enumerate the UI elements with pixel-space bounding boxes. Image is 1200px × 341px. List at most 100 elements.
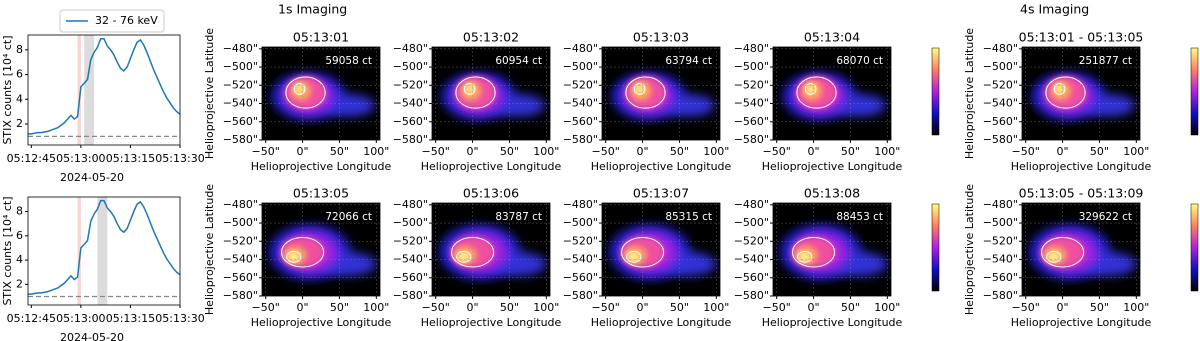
y-tick-label: −500"	[393, 60, 428, 73]
y-tick-label: −580"	[563, 289, 598, 302]
x-tick-label: −50"	[422, 145, 450, 158]
count-annotation: 72066 ct	[325, 211, 372, 223]
count-annotation: 83787 ct	[495, 211, 542, 223]
y-axis-label: Helioprojective Latitude	[963, 28, 976, 159]
y-tick-label: −480"	[223, 42, 258, 55]
x-axis-label: Helioprojective Longitude	[421, 160, 562, 173]
y-tick-label: 6	[16, 68, 23, 81]
y-tick-label: 8	[16, 205, 23, 218]
x-tick-label: −50"	[252, 301, 280, 314]
x-tick-label: 100"	[703, 145, 729, 158]
y-tick-label: −480"	[983, 42, 1018, 55]
y-axis-label: STIX counts [10⁴ ct]	[1, 35, 14, 144]
x-tick-label: 0"	[637, 301, 649, 314]
y-tick-label: −580"	[393, 133, 428, 146]
y-tick-label: −520"	[223, 78, 258, 91]
panel-title: 05:13:06	[463, 186, 519, 201]
emission-peak	[295, 84, 305, 94]
y-tick-label: −580"	[983, 289, 1018, 302]
emission-peak	[806, 84, 816, 94]
contour	[625, 76, 666, 109]
image	[1031, 72, 1135, 120]
image	[782, 72, 886, 120]
y-tick-label: −540"	[563, 253, 598, 266]
y-tick-label: −580"	[734, 289, 769, 302]
emission-halo	[832, 94, 886, 117]
emission-halo	[1081, 94, 1135, 117]
data-line	[28, 199, 181, 295]
x-tick-label: 0"	[637, 145, 649, 158]
x-tick-label: −50"	[763, 145, 791, 158]
image	[780, 224, 888, 280]
image	[269, 224, 377, 280]
plot-frame	[601, 202, 721, 297]
x-tick-label: 05:13:30	[155, 152, 204, 165]
colorbar	[931, 203, 940, 292]
y-tick-label: −580"	[983, 133, 1018, 146]
y-tick-label: −480"	[563, 42, 598, 55]
colorbar	[1190, 203, 1199, 292]
y-tick-label: 6	[16, 229, 23, 242]
y-tick-label: −520"	[563, 78, 598, 91]
contour	[455, 76, 496, 109]
contour	[285, 76, 326, 109]
x-tick-label: 100"	[703, 301, 729, 314]
emission-peak	[1047, 252, 1060, 262]
plot-frame	[261, 202, 381, 297]
y-tick-label: 8	[16, 43, 23, 56]
x-tick-label: 50"	[330, 145, 349, 158]
y-tick-label: −500"	[223, 216, 258, 229]
x-axis-label: Helioprojective Longitude	[1011, 316, 1152, 329]
plot-frame	[601, 46, 721, 141]
x-tick-label: 05:13:15	[106, 152, 155, 165]
contour	[451, 237, 495, 268]
y-tick-label: −540"	[563, 97, 598, 110]
y-tick-label: −480"	[563, 198, 598, 211]
plot-frame	[431, 46, 551, 141]
panel-title: 05:13:03	[633, 30, 689, 45]
legend-box	[59, 9, 165, 33]
plot-frame	[772, 202, 892, 297]
y-tick-label: −580"	[393, 289, 428, 302]
y-tick-label: −560"	[983, 115, 1018, 128]
y-tick-label: −540"	[393, 253, 428, 266]
x-tick-label: 0"	[808, 145, 820, 158]
x-tick-label: 50"	[500, 301, 519, 314]
x-tick-label: 05:13:00	[56, 152, 105, 165]
y-tick-label: −580"	[223, 289, 258, 302]
contour	[621, 237, 665, 268]
x-tick-label: −50"	[422, 301, 450, 314]
y-tick-label: −540"	[734, 97, 769, 110]
y-tick-label: −540"	[223, 253, 258, 266]
plot-frame	[1021, 46, 1141, 141]
x-tick-label: −50"	[1012, 145, 1040, 158]
count-annotation: 60954 ct	[495, 55, 542, 67]
x-axis-label: 2024-05-20	[60, 171, 124, 184]
y-tick-label: −480"	[223, 198, 258, 211]
y-tick-label: −520"	[983, 78, 1018, 91]
y-tick-label: −500"	[563, 60, 598, 73]
x-tick-label: 50"	[500, 145, 519, 158]
x-tick-label: 0"	[1057, 301, 1069, 314]
x-tick-label: 0"	[1057, 145, 1069, 158]
y-tick-label: −520"	[393, 78, 428, 91]
x-axis-label: Helioprojective Longitude	[591, 160, 732, 173]
x-tick-label: 05:13:30	[155, 312, 204, 325]
image	[611, 72, 715, 120]
x-tick-label: 05:12:45	[7, 312, 56, 325]
x-tick-label: 0"	[297, 301, 309, 314]
x-tick-label: 0"	[467, 145, 479, 158]
y-tick-label: 2	[16, 117, 23, 130]
panel-title: 05:13:01	[293, 30, 349, 45]
x-axis-label: Helioprojective Longitude	[591, 316, 732, 329]
x-tick-label: 05:13:00	[56, 312, 105, 325]
emission-peak	[287, 252, 300, 262]
emission-halo	[491, 94, 545, 117]
x-tick-label: 100"	[1123, 145, 1149, 158]
y-tick-label: −560"	[223, 271, 258, 284]
panel-title: 05:13:05	[293, 186, 349, 201]
y-tick-label: −520"	[734, 234, 769, 247]
y-axis-label: STIX counts [10⁴ ct]	[1, 196, 14, 305]
panel-title: 05:13:04	[804, 30, 860, 45]
contour	[633, 82, 646, 95]
